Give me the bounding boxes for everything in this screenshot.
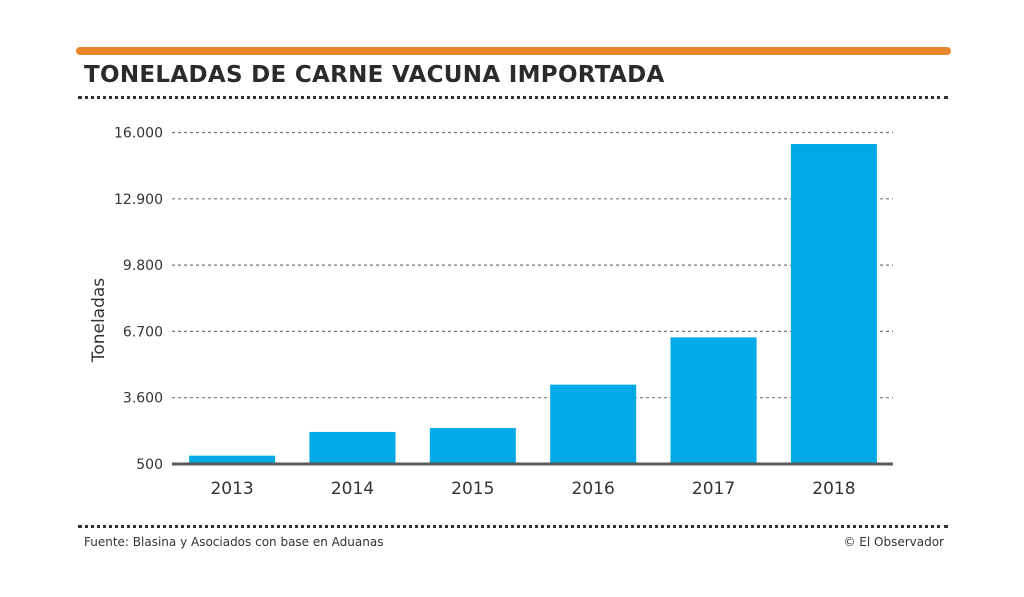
y-tick-label: 12.900 [114, 192, 163, 208]
bar-2013 [189, 455, 276, 464]
y-tick-label: 500 [136, 457, 163, 473]
x-tick-label: 2016 [572, 479, 615, 499]
credit: © El Observador [843, 535, 944, 549]
y-tick-label: 6.700 [123, 324, 163, 340]
chart-title: TONELADAS DE CARNE VACUNA IMPORTADA [84, 62, 665, 88]
x-tick-label: 2017 [692, 479, 735, 499]
accent-bar [76, 47, 951, 55]
y-axis-label: Toneladas [89, 278, 109, 363]
y-tick-label: 16.000 [114, 126, 163, 142]
x-tick-label: 2014 [331, 479, 374, 499]
x-tick-label: 2013 [210, 479, 253, 499]
x-tick-label: 2018 [812, 479, 855, 499]
bar-2018 [790, 144, 877, 465]
bar-2014 [309, 431, 396, 464]
y-tick-label: 9.800 [123, 258, 163, 274]
y-tick-label: 3.600 [123, 391, 163, 407]
title-divider [78, 96, 948, 99]
bar-2016 [550, 384, 637, 464]
bar-2015 [429, 428, 516, 464]
source-note: Fuente: Blasina y Asociados con base en … [84, 535, 384, 549]
x-tick-label: 2015 [451, 479, 494, 499]
footer-divider [78, 525, 948, 528]
bar-2017 [670, 337, 757, 464]
